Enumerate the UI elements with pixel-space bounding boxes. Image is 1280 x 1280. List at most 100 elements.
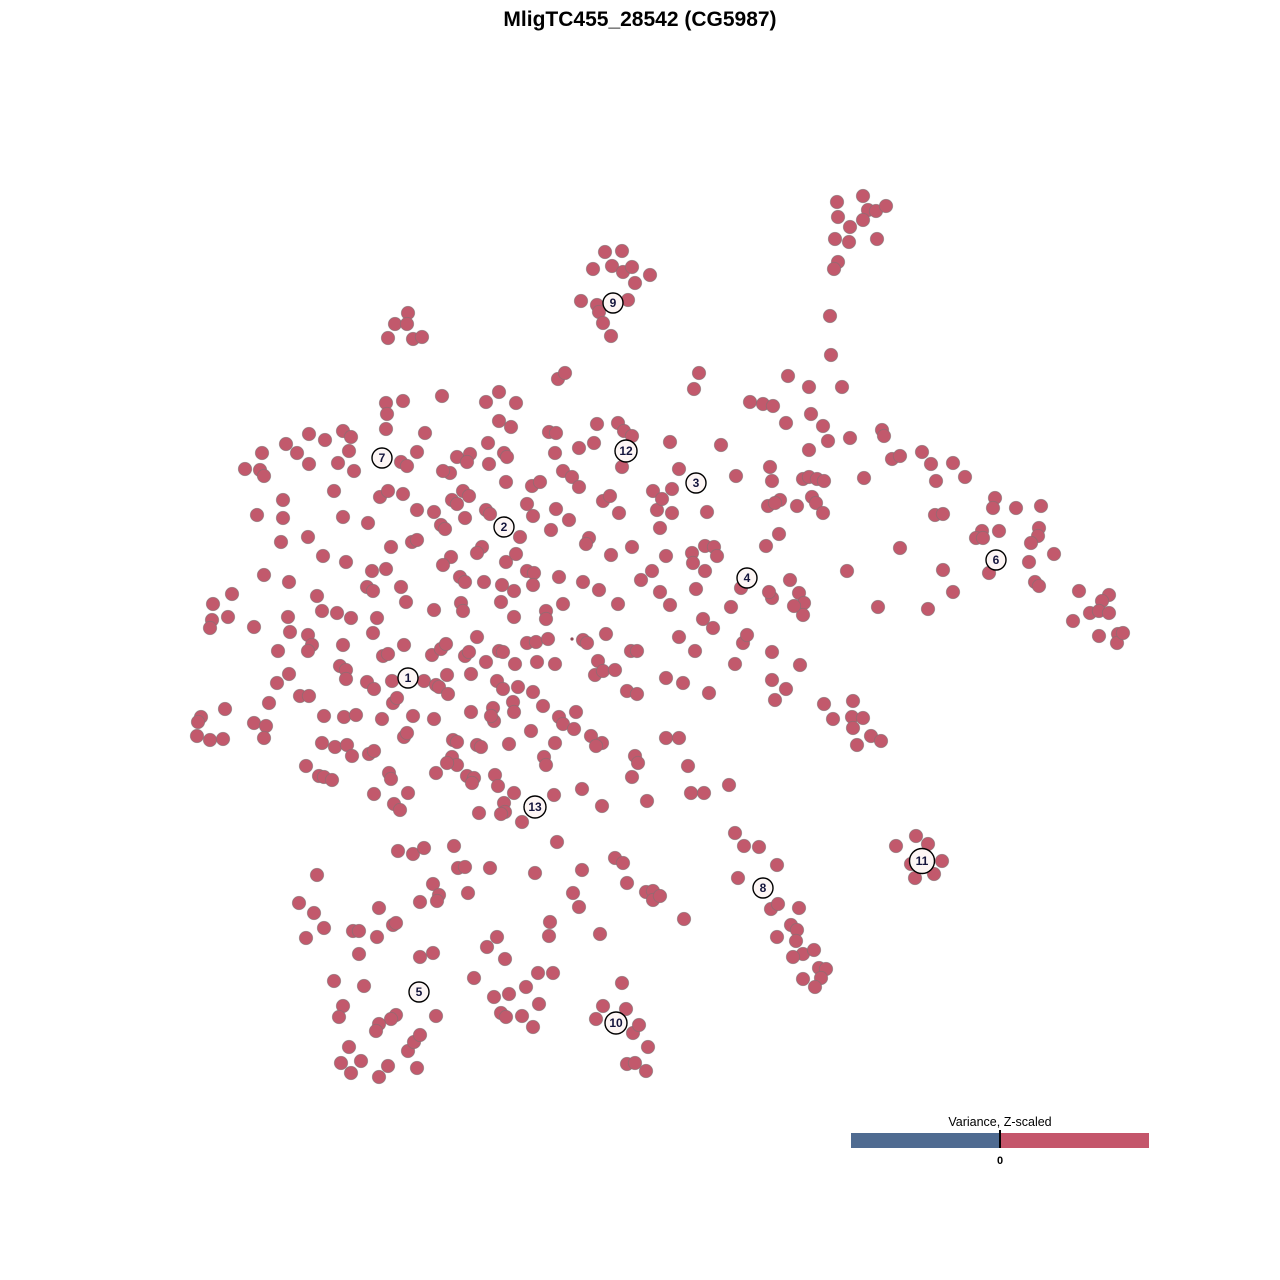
data-point — [856, 470, 872, 486]
cluster-badge-circle — [602, 292, 624, 314]
data-point — [409, 1060, 425, 1076]
cluster-badge-number: 11 — [916, 854, 929, 868]
data-point — [528, 634, 544, 650]
data-point — [592, 926, 608, 942]
data-point — [256, 567, 272, 583]
data-point — [574, 862, 590, 878]
data-point — [417, 425, 433, 441]
data-point — [822, 308, 838, 324]
data-point — [541, 928, 557, 944]
data-point — [767, 692, 783, 708]
data-point — [280, 609, 296, 625]
data-point — [405, 846, 421, 862]
data-point — [642, 267, 658, 283]
data-point — [574, 781, 590, 797]
data-point — [205, 596, 221, 612]
data-point — [888, 838, 904, 854]
data-point — [695, 611, 711, 627]
data-point — [908, 828, 924, 844]
data-point — [246, 715, 262, 731]
data-point — [499, 449, 515, 465]
data-point — [309, 867, 325, 883]
data-point — [892, 448, 908, 464]
data-point — [589, 416, 605, 432]
cluster-label-1: 1 — [397, 667, 419, 689]
data-point — [1065, 613, 1081, 629]
data-point — [409, 532, 425, 548]
data-point — [215, 731, 231, 747]
data-point — [446, 838, 462, 854]
data-point — [739, 627, 755, 643]
data-point — [602, 488, 618, 504]
data-point — [855, 188, 871, 204]
data-point — [392, 802, 408, 818]
data-point — [457, 510, 473, 526]
cluster-label-2: 2 — [493, 516, 515, 538]
data-point — [316, 920, 332, 936]
data-point — [471, 805, 487, 821]
data-point — [495, 644, 511, 660]
data-point — [1021, 554, 1037, 570]
data-point — [261, 695, 277, 711]
data-point — [341, 443, 357, 459]
data-point — [780, 368, 796, 384]
data-point — [514, 1008, 530, 1024]
cluster-label-4: 4 — [736, 567, 758, 589]
data-point — [429, 893, 445, 909]
data-point — [1023, 535, 1039, 551]
data-point — [771, 526, 787, 542]
data-point — [555, 596, 571, 612]
data-point — [463, 704, 479, 720]
data-point — [457, 859, 473, 875]
data-point — [633, 572, 649, 588]
data-point — [282, 624, 298, 640]
data-point — [652, 584, 668, 600]
data-point — [369, 929, 385, 945]
data-point — [571, 440, 587, 456]
data-point — [688, 581, 704, 597]
data-point — [344, 748, 360, 764]
cluster-badge-number: 8 — [760, 881, 767, 895]
data-point — [764, 473, 780, 489]
data-point — [870, 599, 886, 615]
data-point — [795, 971, 811, 987]
data-point — [457, 574, 473, 590]
data-point — [568, 704, 584, 720]
data-point — [815, 505, 831, 521]
data-point — [645, 483, 661, 499]
data-point — [256, 730, 272, 746]
cluster-label-10: 10 — [604, 1011, 628, 1035]
data-point — [640, 1039, 656, 1055]
data-point — [326, 483, 342, 499]
data-point — [603, 328, 619, 344]
data-point — [786, 598, 802, 614]
data-point — [614, 243, 630, 259]
data-point — [676, 911, 692, 927]
data-point — [935, 506, 951, 522]
data-point — [289, 445, 305, 461]
data-point — [527, 865, 543, 881]
data-point — [1091, 628, 1107, 644]
data-point — [409, 444, 425, 460]
data-point — [189, 728, 205, 744]
data-point — [480, 435, 496, 451]
data-point — [957, 469, 973, 485]
data-point — [393, 579, 409, 595]
data-point — [428, 765, 444, 781]
data-point — [275, 510, 291, 526]
data-point — [696, 785, 712, 801]
data-point — [254, 445, 270, 461]
data-point — [269, 675, 285, 691]
data-point — [449, 734, 465, 750]
data-point — [525, 577, 541, 593]
data-point — [476, 574, 492, 590]
data-point — [1071, 583, 1087, 599]
data-point — [1008, 500, 1024, 516]
data-point — [1033, 498, 1049, 514]
data-point — [762, 459, 778, 475]
data-point — [579, 635, 595, 651]
data-point — [348, 707, 364, 723]
data-point — [364, 563, 380, 579]
data-point — [278, 436, 294, 452]
data-point — [461, 488, 477, 504]
